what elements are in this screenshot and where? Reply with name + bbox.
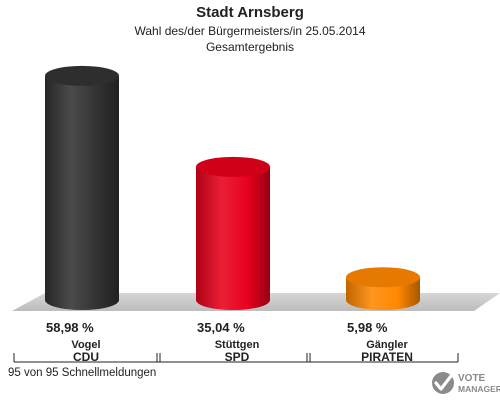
party-label: SPD [225,350,250,364]
chart-subtitle-result: Gesamtergebnis [205,40,295,54]
bar-piraten [346,267,420,310]
candidate-label: Vogel [71,339,100,351]
party-label: CDU [73,350,99,364]
party-label: PIRATEN [361,350,413,364]
candidate-label: Gängler [366,339,408,351]
bar-spd [196,156,270,310]
chart-title: Stadt Arnsberg [196,4,304,21]
logo-text-vote: VOTE [458,373,486,384]
report-status: 95 von 95 Schnellmeldungen [8,367,157,379]
vote-manager-logo: VOTE MANAGER [432,372,500,394]
candidate-label: Stüttgen [215,339,260,351]
logo-text-manager: MANAGER [458,384,500,394]
value-label: 5,98 % [347,320,388,335]
checkmark-icon [432,372,454,394]
value-label: 58,98 % [46,320,94,335]
chart-subtitle: Wahl des/der Bürgermeisters/in 25.05.201… [134,24,366,38]
bar-cdu [45,65,119,310]
value-label: 35,04 % [197,320,245,335]
